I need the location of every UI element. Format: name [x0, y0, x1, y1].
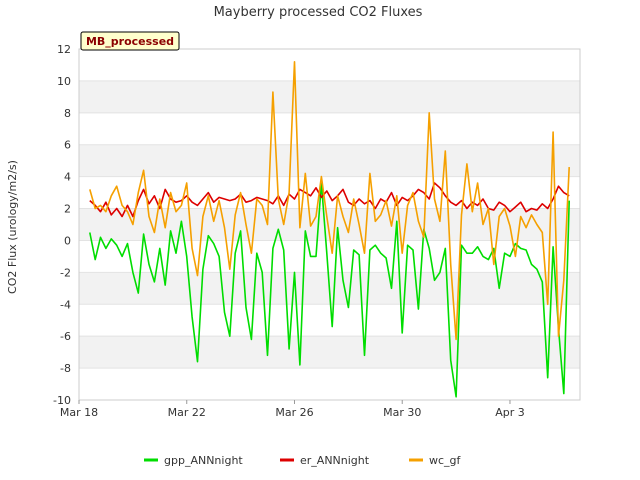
y-axis-ticks: -10 -8 -6 -4 -2 0 2 4 6 8 10 12	[53, 43, 71, 407]
y-tick-label: -6	[60, 330, 71, 343]
legend-label: er_ANNnight	[300, 454, 370, 467]
x-tick-label: Mar 30	[383, 406, 421, 419]
y-tick-label: -2	[60, 266, 71, 279]
x-tick-label: Mar 18	[60, 406, 98, 419]
grid-band	[79, 144, 580, 177]
legend-label: wc_gf	[429, 454, 462, 467]
x-tick-label: Mar 22	[168, 406, 206, 419]
legend-label: gpp_ANNnight	[164, 454, 243, 467]
y-tick-label: 4	[64, 171, 71, 184]
grid-band	[79, 80, 580, 113]
grid-band	[79, 336, 580, 369]
y-tick-label: 6	[64, 139, 71, 152]
grid-bands	[79, 80, 580, 369]
tag-box: MB_processed	[80, 31, 180, 51]
y-tick-label: 0	[64, 234, 71, 247]
series-line-wc_gf	[89, 60, 570, 341]
y-tick-label: -10	[53, 394, 71, 407]
y-tick-label: 2	[64, 203, 71, 216]
series-line-gpp_ANNnight	[89, 182, 570, 398]
y-tick-label: 12	[57, 43, 71, 56]
x-tick-label: Apr 3	[495, 406, 525, 419]
plot-area	[78, 48, 581, 401]
tag-label: MB_processed	[86, 35, 174, 48]
y-axis-label: CO2 Flux (urology/m2/s)	[6, 160, 19, 294]
y-tick-label: -8	[60, 362, 71, 375]
x-tick-label: Mar 26	[275, 406, 313, 419]
legend: gpp_ANNnight er_ANNnight wc_gf	[144, 454, 462, 467]
y-tick-label: 10	[57, 75, 71, 88]
y-tick-label: 8	[64, 107, 71, 120]
chart-title: Mayberry processed CO2 Fluxes	[214, 5, 423, 20]
series-layer	[89, 60, 570, 398]
y-tick-label: -4	[60, 298, 71, 311]
x-axis-ticks: Mar 18 Mar 22 Mar 26 Mar 30 Apr 3	[60, 400, 525, 419]
